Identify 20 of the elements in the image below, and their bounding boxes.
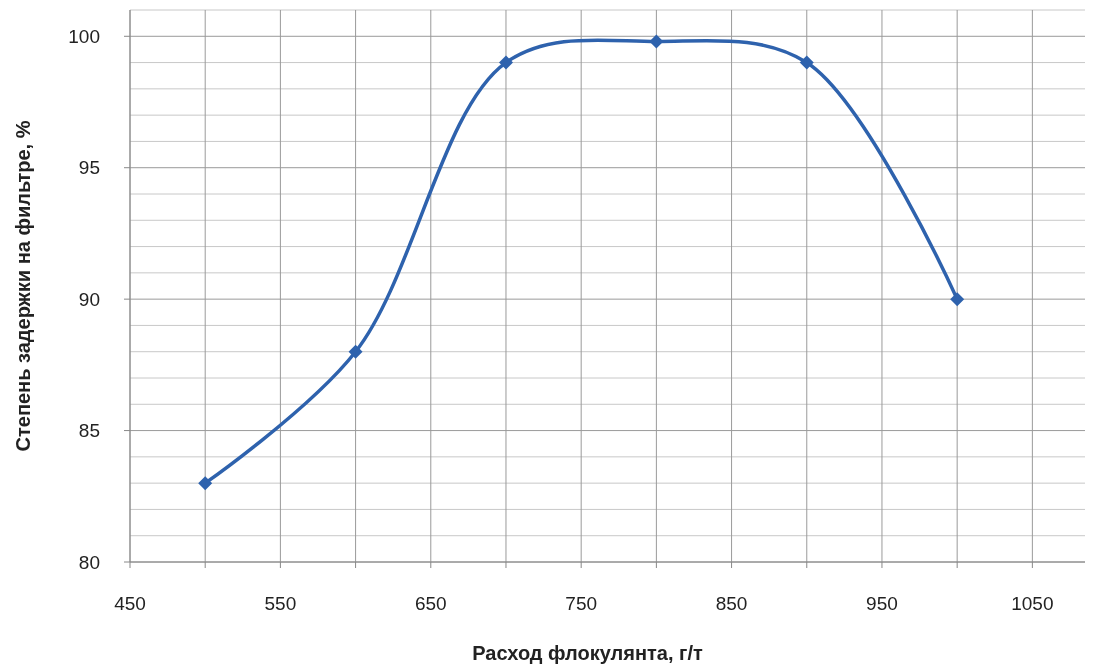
- point: [198, 476, 213, 491]
- point: [799, 55, 814, 70]
- x-tick-label: 1050: [1011, 593, 1054, 614]
- x-tick-label: 650: [414, 593, 447, 614]
- point: [649, 34, 664, 49]
- x-tick-label: 550: [264, 593, 297, 614]
- y-tick-label: 95: [78, 157, 100, 179]
- y-tick-label: 100: [68, 25, 100, 47]
- y-axis-title: Степень задержки на фильтре, %: [12, 120, 34, 452]
- x-axis-title: Расход флокулянта, г/т: [472, 642, 703, 664]
- point: [348, 344, 363, 359]
- x-tick-label: 850: [715, 593, 748, 614]
- y-tick-label: 90: [78, 288, 100, 310]
- y-tick-label: 80: [78, 551, 100, 573]
- x-tick-label: 750: [565, 593, 598, 614]
- point: [498, 55, 513, 70]
- x-tick-label: 950: [866, 593, 898, 614]
- point: [950, 292, 965, 307]
- x-tick-label: 450: [114, 593, 146, 614]
- y-tick-label: 85: [78, 420, 100, 442]
